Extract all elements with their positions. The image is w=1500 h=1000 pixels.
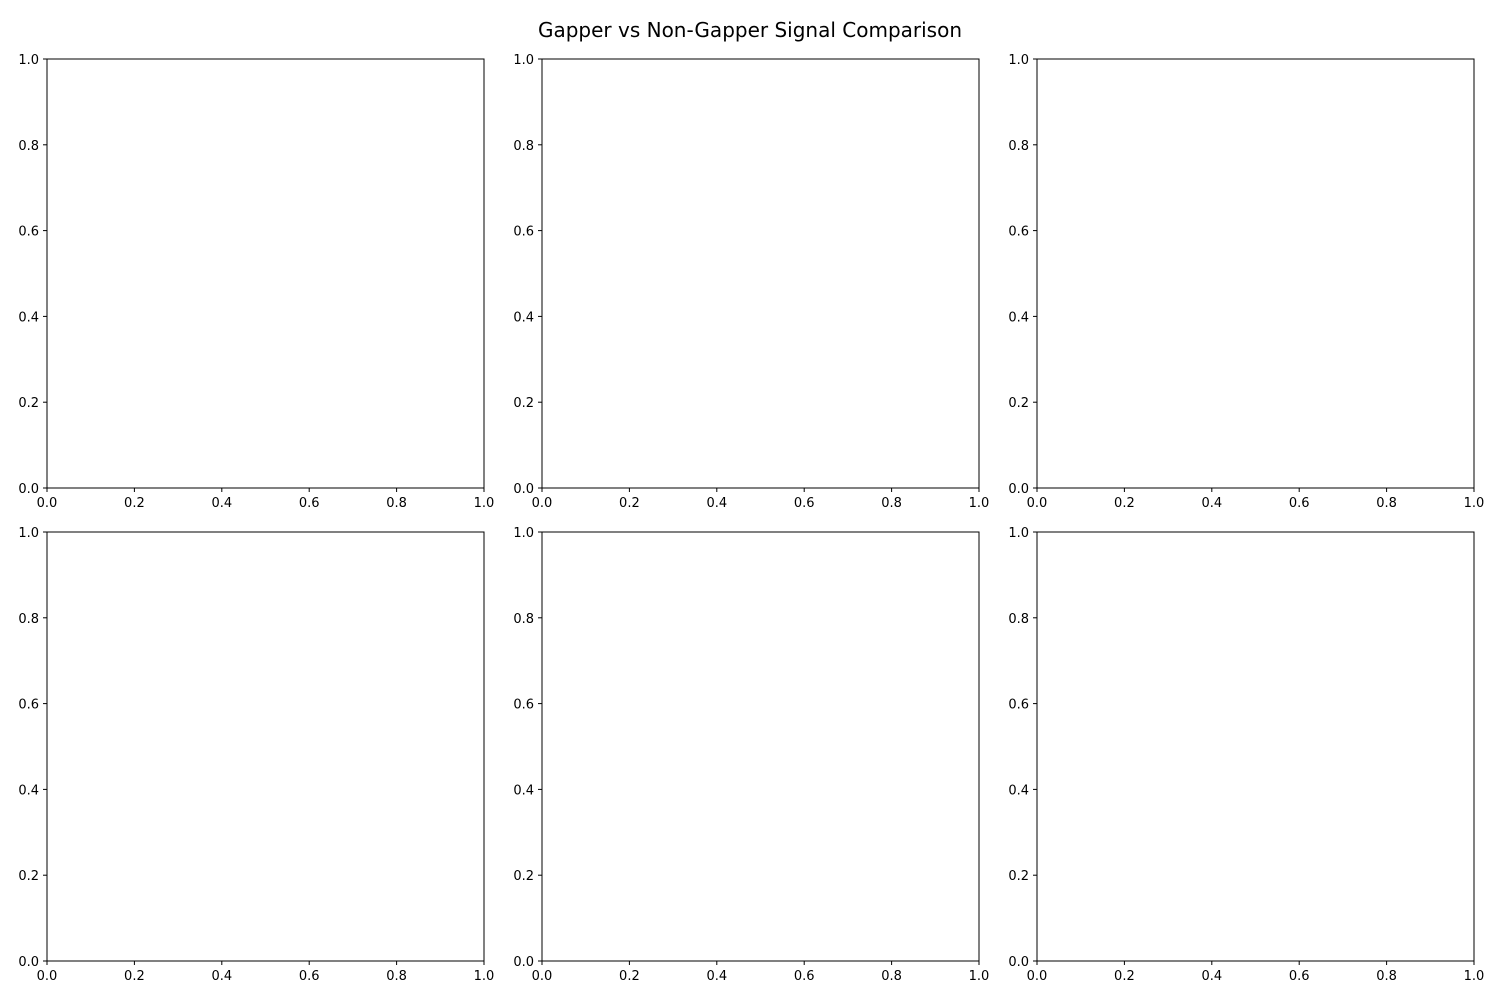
y-tick-label: 1.0 — [1008, 526, 1029, 541]
y-tick-label: 0.8 — [18, 139, 39, 154]
y-tick-label: 1.0 — [513, 53, 534, 68]
axes-frame — [46, 531, 485, 962]
subplots-grid: 0.0 0.2 0.4 0.6 0.8 1.00.00.20.40.60.81.00.0 0… — [18, 53, 1484, 984]
x-tick-label: 0.4 — [211, 969, 232, 984]
y-tick-label: 0.0 — [1008, 482, 1029, 497]
y-tick-label: 0.8 — [513, 612, 534, 627]
y-tick-label: 1.0 — [513, 526, 534, 541]
x-tick-label: 0.8 — [881, 496, 902, 511]
x-tick-label: 0.2 — [1114, 496, 1135, 511]
y-tick-label: 0.0 — [513, 482, 534, 497]
x-tick-label: 0.6 — [794, 969, 815, 984]
x-tick-label: 0.2 — [124, 969, 145, 984]
x-tick-label: 0.8 — [881, 969, 902, 984]
x-tick-label: 1.0 — [969, 969, 990, 984]
x-tick-label: 0.6 — [299, 969, 320, 984]
y-tick-label: 0.8 — [1008, 612, 1029, 627]
x-tick-label: 0.2 — [619, 496, 640, 511]
x-tick-label: 0.4 — [706, 496, 727, 511]
x-tick-label: 0.2 — [619, 969, 640, 984]
x-tick-label: 0.6 — [1289, 969, 1310, 984]
x-tick-label: 0.8 — [386, 969, 407, 984]
x-tick-label: 0.4 — [1201, 969, 1222, 984]
y-tick-label: 0.0 — [18, 482, 39, 497]
y-tick-label: 0.4 — [1008, 310, 1029, 325]
x-tick-label: 1.0 — [1464, 969, 1485, 984]
y-tick-label: 0.6 — [18, 225, 39, 240]
subplot-1-2: 0.0 0.2 0.4 0.6 0.8 1.0 0.0 0.2 0.4 0.6 0.8 1.0 — [513, 53, 989, 511]
x-tick-label: 0.0 — [532, 969, 553, 984]
x-tick-label: 0.8 — [386, 496, 407, 511]
y-tick-label: 0.6 — [513, 225, 534, 240]
axes-frame — [1036, 531, 1475, 962]
x-tick-label: 1.0 — [1464, 496, 1485, 511]
x-tick-label: 0.0 — [532, 496, 553, 511]
subplot-2-2: 0.0 0.2 0.4 0.6 0.8 1.0 0.0 0.2 0.4 0.6 0.8 1.0 — [513, 526, 989, 984]
y-tick-label: 0.6 — [1008, 225, 1029, 240]
y-tick-label: 0.2 — [513, 396, 534, 411]
y-tick-label: 0.2 — [18, 396, 39, 411]
axes-frame — [1036, 58, 1475, 489]
x-tick-label: 0.6 — [299, 496, 320, 511]
x-tick-label: 0.8 — [1376, 969, 1397, 984]
y-tick-label: 0.6 — [18, 698, 39, 713]
x-tick-label: 0.2 — [124, 496, 145, 511]
x-tick-label: 0.8 — [1376, 496, 1397, 511]
x-tick-label: 0.4 — [211, 496, 232, 511]
y-tick-label: 0.8 — [1008, 139, 1029, 154]
x-tick-label: 1.0 — [474, 969, 495, 984]
x-tick-label: 0.6 — [1289, 496, 1310, 511]
y-tick-label: 0.4 — [513, 783, 534, 798]
y-tick-label: 0.4 — [18, 310, 39, 325]
y-tick-label: 0.6 — [513, 698, 534, 713]
y-tick-label: 0.2 — [18, 869, 39, 884]
y-tick-label: 0.4 — [513, 310, 534, 325]
y-tick-label: 0.2 — [513, 869, 534, 884]
y-tick-label: 0.8 — [18, 612, 39, 627]
y-tick-label: 1.0 — [18, 526, 39, 541]
axes-frame — [541, 531, 980, 962]
x-tick-label: 0.0 — [1027, 969, 1048, 984]
axes-frame — [46, 58, 485, 489]
y-tick-label: 1.0 — [1008, 53, 1029, 68]
y-tick-label: 0.4 — [18, 783, 39, 798]
y-tick-label: 0.0 — [1008, 955, 1029, 970]
x-tick-label: 0.4 — [1201, 496, 1222, 511]
y-tick-label: 0.2 — [1008, 869, 1029, 884]
y-tick-label: 0.0 — [513, 955, 534, 970]
subplot-1-3: 0.0 0.2 0.4 0.6 0.8 1.0 0.0 0.2 0.4 0.6 0.8 1.0 — [1008, 53, 1484, 511]
y-tick-label: 0.4 — [1008, 783, 1029, 798]
y-tick-label: 0.2 — [1008, 396, 1029, 411]
y-tick-label: 0.0 — [18, 955, 39, 970]
subplot-2-3: 0.0 0.2 0.4 0.6 0.8 1.0 0.0 0.2 0.4 0.6 0.8 1.0 — [1008, 526, 1484, 984]
x-tick-label: 0.2 — [1114, 969, 1135, 984]
x-tick-label: 1.0 — [474, 496, 495, 511]
y-tick-label: 0.6 — [1008, 698, 1029, 713]
figure-title: Gapper vs Non-Gapper Signal Comparison — [538, 18, 962, 42]
y-tick-label: 1.0 — [18, 53, 39, 68]
axes-frame — [541, 58, 980, 489]
x-tick-label: 0.0 — [37, 496, 58, 511]
x-tick-label: 0.0 — [37, 969, 58, 984]
x-tick-label: 0.4 — [706, 969, 727, 984]
subplot-1-1: 0.0 0.2 0.4 0.6 0.8 1.0 0.0 0.2 0.4 0.6 0.8 1.0 — [18, 53, 494, 511]
y-tick-label: 0.8 — [513, 139, 534, 154]
x-tick-label: 1.0 — [969, 496, 990, 511]
x-tick-label: 0.0 — [1027, 496, 1048, 511]
subplot-2-1: 0.0 0.2 0.4 0.6 0.8 1.0 0.0 0.2 0.4 0.6 0.8 1.0 — [18, 526, 494, 984]
x-tick-label: 0.6 — [794, 496, 815, 511]
